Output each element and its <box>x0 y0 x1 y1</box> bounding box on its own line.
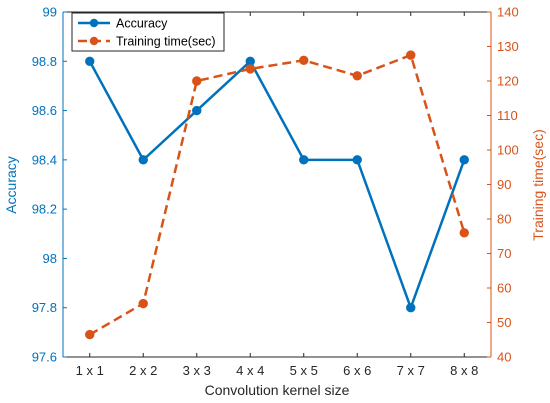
left-y-tick-label: 98.2 <box>32 202 57 217</box>
legend-label: Training time(sec) <box>116 35 216 49</box>
legend-swatch-marker <box>89 36 99 46</box>
right-y-tick-label: 40 <box>497 350 511 365</box>
x-tick-label: 1 x 1 <box>76 363 104 378</box>
right-y-tick-label: 110 <box>497 108 518 123</box>
legend-swatch-marker <box>89 18 99 28</box>
left-y-tick-label: 98.8 <box>32 54 57 69</box>
x-tick-label: 4 x 4 <box>236 363 264 378</box>
right-y-tick-label: 70 <box>497 246 511 261</box>
accuracy-point <box>138 155 148 165</box>
left-y-tick-label: 99 <box>43 5 57 20</box>
legend-box <box>71 12 225 52</box>
right-y-tick-label: 90 <box>497 177 511 192</box>
right-y-axis-title: Training time(sec) <box>530 129 546 241</box>
accuracy-point <box>406 303 416 313</box>
legend: Accuracy Training time(sec) <box>71 12 225 52</box>
accuracy-point <box>352 155 362 165</box>
training-time-point <box>192 76 202 86</box>
training-time-point <box>299 55 309 65</box>
accuracy-line <box>88 60 466 309</box>
training-time-point <box>138 298 148 309</box>
x-tick-label: 6 x 6 <box>343 363 371 378</box>
x-tick-label: 5 x 5 <box>290 363 318 378</box>
right-y-tick-label: 60 <box>497 281 511 296</box>
x-tick-label: 8 x 8 <box>450 363 478 378</box>
training-time-line <box>89 53 466 336</box>
right-y-tick-label: 130 <box>497 39 519 54</box>
x-tick-label: 3 x 3 <box>183 363 211 378</box>
left-y-tick-label: 98.4 <box>32 152 57 167</box>
right-y-tick-label: 100 <box>497 143 519 158</box>
right-y-tick-label: 50 <box>497 315 511 330</box>
left-y-tick-label: 98 <box>43 251 57 266</box>
accuracy-point <box>192 105 202 116</box>
training-time-point <box>245 64 255 74</box>
accuracy-point <box>85 56 95 66</box>
left-y-axis-title: Accuracy <box>3 156 19 214</box>
training-time-point <box>352 71 362 81</box>
series-layer <box>85 50 469 340</box>
left-y-tick-label: 98.6 <box>32 103 57 118</box>
x-tick-label: 7 x 7 <box>397 363 425 378</box>
left-y-tick-label: 97.8 <box>32 300 57 315</box>
legend-label: Accuracy <box>116 17 168 31</box>
plot-area <box>63 12 491 357</box>
x-axis-title: Convolution kernel size <box>205 382 350 398</box>
right-y-tick-label: 120 <box>497 74 519 89</box>
training-time-point <box>85 329 95 340</box>
accuracy-point <box>299 155 309 165</box>
right-y-tick-label: 80 <box>497 212 511 227</box>
training-time-point <box>459 228 469 238</box>
x-tick-label: 2 x 2 <box>129 363 157 378</box>
right-y-tick-label: 140 <box>497 5 519 20</box>
training-time-point <box>406 50 416 60</box>
axes: 1 x 1 2 x 2 3 x 3 4 x 4 5 x 5 6 x 6 7 x 7 8 x 8… <box>32 5 519 379</box>
left-y-tick-label: 97.6 <box>32 350 57 365</box>
accuracy-point <box>459 155 469 165</box>
